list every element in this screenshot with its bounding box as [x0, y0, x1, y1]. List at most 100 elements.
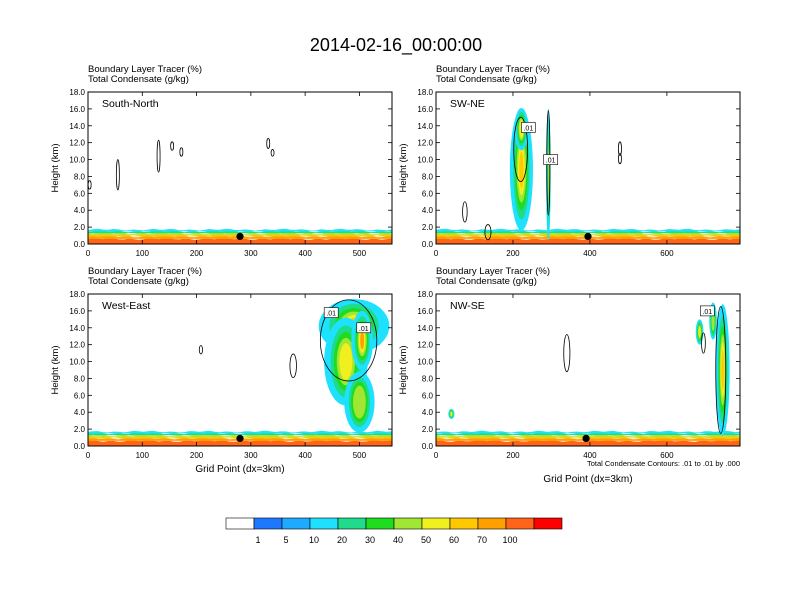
contour-tag: .01	[546, 158, 556, 165]
tracer-band	[436, 432, 740, 436]
condensate-contour	[462, 201, 468, 223]
y-tick-label: 0.0	[74, 240, 86, 249]
y-tick-label: 8.0	[74, 374, 86, 383]
y-tick-label: 16.0	[69, 105, 85, 114]
condensate-contour	[179, 147, 184, 157]
y-tick-label: 2.0	[422, 425, 434, 434]
contour-label: Total Condensate (g/kg)	[436, 276, 537, 287]
y-axis-label: Height (km)	[50, 345, 61, 394]
site-marker	[584, 232, 592, 240]
site-marker	[236, 434, 244, 442]
plot-background	[88, 92, 392, 244]
y-tick-label: 6.0	[74, 189, 86, 198]
y-tick-label: 0.0	[74, 442, 86, 451]
colorbar-label: 60	[449, 535, 459, 545]
tracer-band	[88, 439, 392, 446]
x-tick-label: 0	[434, 451, 439, 460]
x-tick-label: 400	[298, 249, 312, 258]
tracer-plume	[356, 392, 363, 412]
x-tick-label: 400	[583, 249, 597, 258]
x-tick-label: 400	[298, 451, 312, 460]
tracer-band	[88, 237, 392, 244]
x-tick-label: 200	[506, 451, 520, 460]
condensate-contour	[270, 149, 275, 157]
y-tick-label: 18.0	[417, 88, 433, 97]
y-tick-label: 2.0	[422, 223, 434, 232]
site-marker	[236, 232, 244, 240]
colorbar-cell	[449, 517, 479, 530]
plot-frame	[87, 293, 393, 447]
tracer-plume	[341, 348, 350, 375]
y-tick-label: 8.0	[74, 172, 86, 181]
plot-area	[88, 92, 392, 244]
contour-tag-box	[699, 305, 715, 317]
y-tick-label: 12.0	[69, 341, 85, 350]
colorbar-cell	[365, 517, 395, 530]
x-tick-label: 0	[86, 451, 91, 460]
colorbar-label: 5	[283, 535, 288, 545]
y-tick-label: 10.0	[69, 156, 85, 165]
y-tick-label: 18.0	[69, 88, 85, 97]
condensate-contour	[618, 141, 622, 156]
condensate-contour	[156, 139, 161, 173]
y-tick-label: 8.0	[422, 374, 434, 383]
colorbar-label: 70	[477, 535, 487, 545]
y-tick-label: 10.0	[417, 156, 433, 165]
contour-tag-box	[323, 307, 339, 318]
colorbar-cell	[533, 517, 563, 530]
condensate-contour	[266, 138, 271, 149]
x-tick-label: 0	[86, 249, 91, 258]
tracer-plume	[519, 151, 524, 188]
y-tick-label: 10.0	[417, 358, 433, 367]
condensate-contour	[319, 299, 378, 382]
y-tick-label: 4.0	[422, 206, 434, 215]
x-tick-label: 200	[190, 451, 204, 460]
panel-south-north: Boundary Layer Tracer (%)Total Condensat…	[50, 64, 393, 258]
fill-label: Boundary Layer Tracer (%)	[436, 266, 550, 277]
x-tick-label: 100	[136, 249, 150, 258]
plot-background	[436, 294, 740, 446]
tracer-plume	[360, 331, 365, 350]
tracer-plume	[712, 315, 714, 327]
plot-area	[436, 92, 740, 244]
y-tick-label: 14.0	[69, 122, 85, 131]
plot-frame	[435, 91, 741, 245]
y-tick-label: 14.0	[69, 324, 85, 333]
x-tick-label: 600	[660, 451, 674, 460]
x-tick-label: 500	[353, 451, 367, 460]
colorbar-label: 100	[502, 535, 517, 545]
plot-area	[88, 294, 392, 446]
contour-tag-box	[356, 322, 372, 334]
plot-frame	[87, 91, 393, 245]
x-tick-label: 600	[660, 249, 674, 258]
colorbar-cell	[477, 517, 507, 530]
tracer-plume	[721, 350, 724, 390]
y-axis-label: Height (km)	[398, 143, 409, 192]
colorbar: 1 5 10 20 30 40 50 60 70 100	[225, 517, 563, 545]
tracer-band	[88, 232, 392, 235]
condensate-contour	[701, 332, 706, 354]
colorbar-cell	[225, 517, 255, 530]
x-axis-label: Grid Point (dx=3km)	[543, 474, 632, 485]
y-tick-label: 6.0	[422, 391, 434, 400]
tracer-band	[436, 228, 740, 232]
tracer-band	[88, 230, 392, 234]
y-tick-label: 4.0	[422, 408, 434, 417]
tracer-band	[88, 228, 392, 232]
y-tick-label: 18.0	[69, 290, 85, 299]
x-tick-label: 200	[506, 249, 520, 258]
plot-area	[436, 294, 740, 446]
tracer-plume	[698, 328, 701, 336]
tracer-band	[88, 432, 392, 436]
contour-tag-box	[543, 154, 558, 165]
y-tick-label: 10.0	[69, 358, 85, 367]
colorbar-label: 20	[337, 535, 347, 545]
colorbar-cell	[393, 517, 423, 530]
tracer-plume	[450, 412, 452, 416]
fill-label: Boundary Layer Tracer (%)	[88, 64, 202, 75]
condensate-contour	[513, 116, 528, 182]
figure-title: 2014-02-16_00:00:00	[310, 35, 482, 56]
x-tick-label: 300	[244, 451, 258, 460]
fill-label: Boundary Layer Tracer (%)	[436, 64, 550, 75]
